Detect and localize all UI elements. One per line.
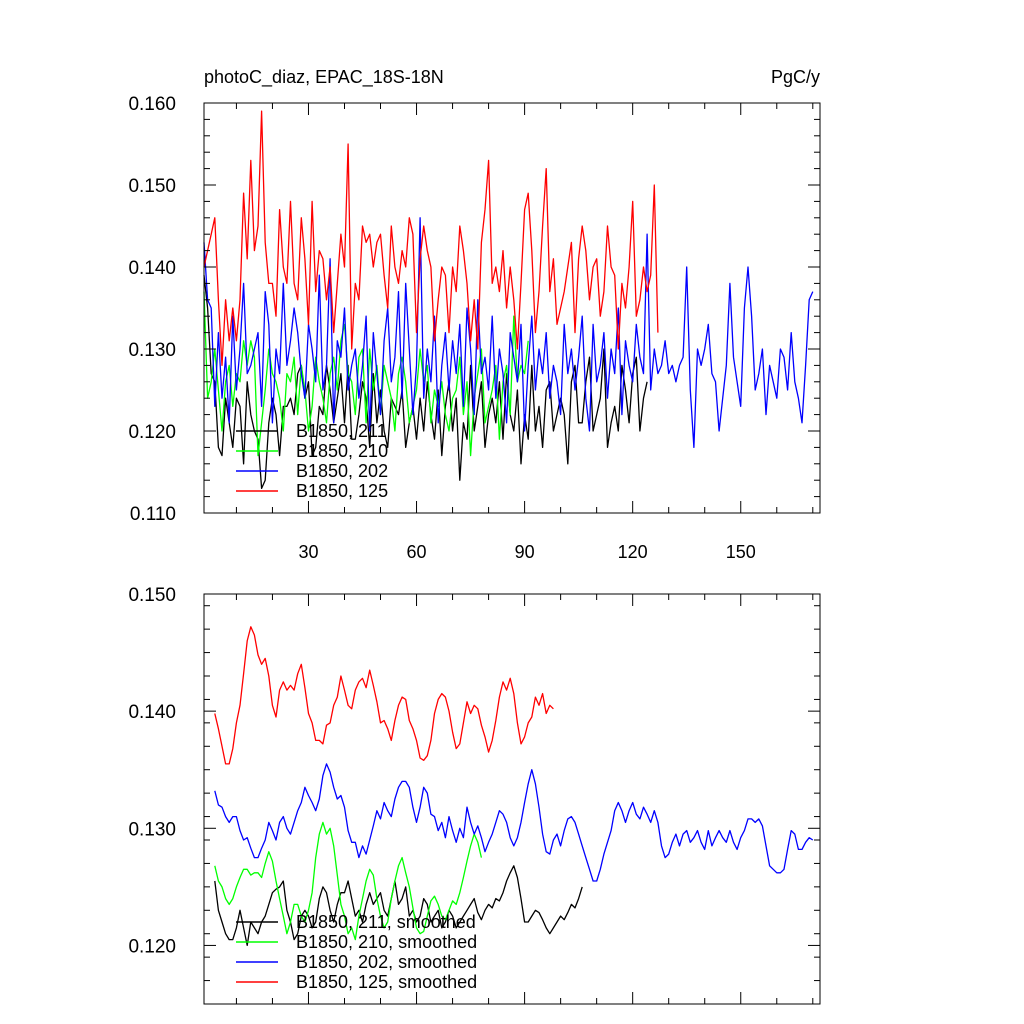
top-legend-label-1: B1850, 210	[296, 441, 388, 461]
bottom-plot-frame	[203, 593, 821, 1005]
top-legend-label-3: B1850, 125	[296, 481, 388, 501]
top-ytick-label: 0.120	[128, 422, 176, 443]
bottom-series-line-2	[214, 763, 814, 882]
bottom-legend-label-2: B1850, 202, smoothed	[296, 952, 477, 972]
top-ytick-label: 0.160	[128, 94, 176, 115]
top-chart: 30 60 90 120 150 0.110 0.120 0.130 0.140 0.150 0.1…	[128, 94, 821, 562]
bottom-series-group	[214, 626, 814, 947]
top-xtick-label: 60	[407, 542, 427, 562]
bottom-ytick-label: 0.140	[128, 702, 176, 723]
bottom-series-line-3	[214, 626, 554, 765]
bottom-ytick-label: 0.120	[128, 936, 176, 957]
top-series-group	[203, 110, 814, 490]
top-xtick-label: 120	[618, 542, 648, 562]
top-xtick-label: 150	[726, 542, 756, 562]
top-legend-label-0: B1850, 211	[296, 421, 387, 441]
bottom-axis-ticks: 0.120 0.130 0.140 0.150	[128, 585, 820, 1005]
bottom-series-line-0	[214, 865, 583, 947]
top-series-line-3	[203, 110, 659, 367]
plot-title: photoC_diaz, EPAC_18S-18N	[204, 67, 444, 88]
units-label: PgC/y	[771, 67, 820, 87]
top-xtick-label: 90	[515, 542, 535, 562]
bottom-series-line-1	[214, 821, 483, 941]
top-xtick-label: 30	[298, 542, 318, 562]
top-ytick-label: 0.150	[128, 176, 176, 197]
top-plot-frame	[203, 102, 821, 514]
bottom-ytick-label: 0.130	[128, 819, 176, 840]
top-legend-label-2: B1850, 202	[296, 461, 388, 481]
bottom-legend-label-1: B1850, 210, smoothed	[296, 932, 477, 952]
bottom-legend-label-0: B1850, 211, smoothed	[296, 912, 476, 932]
bottom-legend-label-3: B1850, 125, smoothed	[296, 972, 477, 992]
bottom-chart: 0.120 0.130 0.140 0.150 B1850, 211, smoothe…	[128, 585, 821, 1005]
top-ytick-label: 0.140	[128, 258, 176, 279]
top-ytick-label: 0.130	[128, 340, 176, 361]
bottom-ytick-label: 0.150	[128, 585, 176, 606]
top-ytick-label: 0.110	[130, 504, 176, 525]
top-series-line-2	[203, 217, 814, 449]
top-axis-ticks: 30 60 90 120 150 0.110 0.120 0.130 0.140 0.150 0.1…	[128, 94, 820, 562]
